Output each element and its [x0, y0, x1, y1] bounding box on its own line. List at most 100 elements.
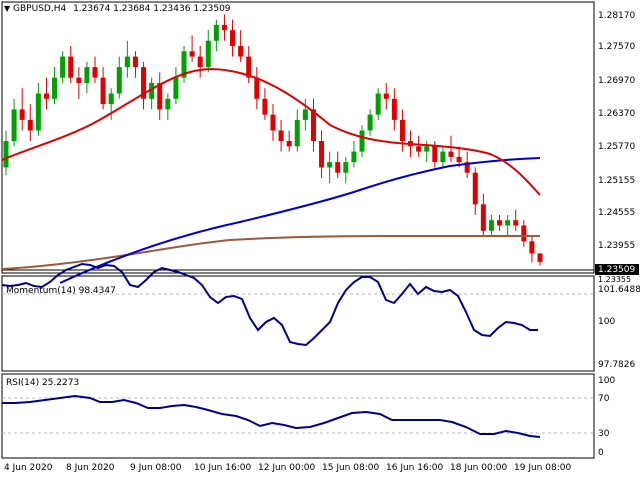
momentum-tick: 101.6488 — [598, 285, 640, 295]
candle-body — [343, 162, 349, 173]
candle-body — [327, 162, 333, 168]
candle-body — [278, 130, 284, 142]
candle-body — [52, 77, 58, 99]
candle-body — [416, 146, 422, 152]
current-price-tag-bg — [595, 264, 639, 275]
candle-body — [391, 98, 397, 120]
candle-body — [497, 220, 503, 226]
price-tick: 1.28170 — [598, 11, 636, 21]
candle-body — [262, 98, 268, 115]
fast-ma-line — [1, 68, 541, 196]
rsi-title: RSI(14) 25.2273 — [6, 378, 80, 388]
candle-body — [537, 253, 543, 262]
candle-body — [302, 109, 308, 120]
candle-body — [359, 130, 365, 152]
rsi-tick: 100 — [598, 376, 616, 386]
momentum-tick: 97.7826 — [598, 360, 636, 370]
candle-body — [505, 220, 511, 226]
candle-body — [448, 151, 454, 157]
candle-body — [472, 172, 478, 205]
rsi-pane-border — [1, 373, 595, 459]
candle-body — [294, 119, 300, 147]
price-tick: 1.24555 — [598, 208, 636, 218]
momentum-pane-border — [1, 275, 595, 372]
candle-body — [92, 67, 98, 78]
candle-body — [399, 119, 405, 142]
candle-body — [367, 114, 373, 131]
candle-body — [383, 93, 389, 99]
time-tick: 8 Jun 2020 — [66, 463, 115, 473]
time-tick: 19 Jun 08:00 — [514, 463, 572, 473]
candle-body — [35, 93, 41, 131]
candle-body — [60, 56, 66, 78]
mid-ma-line — [59, 157, 541, 284]
symbol-label: GBPUSD,H4 — [13, 4, 67, 14]
candle-body — [513, 220, 519, 226]
candle-body — [181, 51, 187, 78]
time-tick: 10 Jun 16:00 — [194, 463, 252, 473]
candle-body — [221, 24, 227, 31]
momentum-title: Momentum(14) 98.4347 — [6, 286, 116, 296]
candle-body — [432, 146, 438, 163]
candle-body — [173, 77, 179, 99]
candle-body — [286, 141, 292, 147]
candle-body — [165, 98, 171, 110]
candle-body — [375, 93, 381, 115]
candle-body — [11, 109, 17, 142]
candle-body — [3, 141, 9, 168]
candle-body — [189, 51, 195, 57]
candle-body — [100, 77, 106, 105]
candle-body — [230, 30, 236, 47]
candle-body — [149, 82, 155, 99]
rsi-line — [2, 394, 541, 438]
candle-body — [132, 56, 138, 68]
candle-body — [270, 114, 276, 131]
time-tick: 4 Jun 2020 — [4, 463, 53, 473]
candle-body — [213, 24, 219, 41]
time-tick: 18 Jun 00:00 — [450, 463, 508, 473]
momentum-tick: 100 — [598, 317, 616, 327]
price-tick: 1.25155 — [598, 176, 636, 186]
candle-body — [84, 67, 90, 83]
rsi-tick: 0 — [598, 448, 604, 458]
slow-ma-line — [1, 234, 540, 270]
candle-body — [19, 109, 25, 120]
rsi-tick: 30 — [598, 429, 610, 439]
candle-body — [351, 151, 357, 163]
price-tick: 1.27570 — [598, 42, 636, 52]
candle-body — [68, 56, 74, 78]
candle-body — [464, 162, 470, 173]
momentum-line — [1, 262, 538, 347]
candle-body — [205, 40, 211, 68]
time-tick: 16 Jun 16:00 — [386, 463, 444, 473]
candle-body — [440, 151, 446, 163]
price-tick: 1.23355 — [598, 275, 632, 284]
time-tick: 12 Jun 00:00 — [258, 463, 316, 473]
chart-header: ▼ GBPUSD,H4 1.23674 1.23684 1.23436 1.23… — [4, 4, 231, 14]
candle-body — [238, 46, 244, 57]
candle-body — [157, 82, 163, 110]
candle-body — [319, 141, 325, 168]
candle-body — [197, 56, 203, 68]
candle-body — [116, 67, 122, 94]
candle-body — [254, 77, 260, 99]
candle-body — [335, 162, 341, 173]
candle-body — [529, 241, 535, 254]
candle-body — [488, 220, 494, 231]
candle-body — [43, 93, 49, 99]
rsi-tick: 70 — [598, 394, 610, 404]
time-tick: 9 Jun 08:00 — [130, 463, 182, 473]
candle-body — [456, 156, 462, 163]
price-tick: 1.23955 — [598, 241, 636, 251]
candle-body — [424, 146, 430, 152]
candle-body — [141, 67, 147, 99]
header-arrow-icon[interactable]: ▼ — [4, 4, 11, 13]
ohlc-values: 1.23674 1.23684 1.23436 1.23509 — [73, 4, 231, 14]
time-tick: 15 Jun 08:00 — [322, 463, 380, 473]
candle-body — [480, 204, 486, 231]
price-tick: 1.25770 — [598, 142, 636, 152]
candle-body — [521, 225, 527, 242]
candle-series — [3, 14, 543, 266]
